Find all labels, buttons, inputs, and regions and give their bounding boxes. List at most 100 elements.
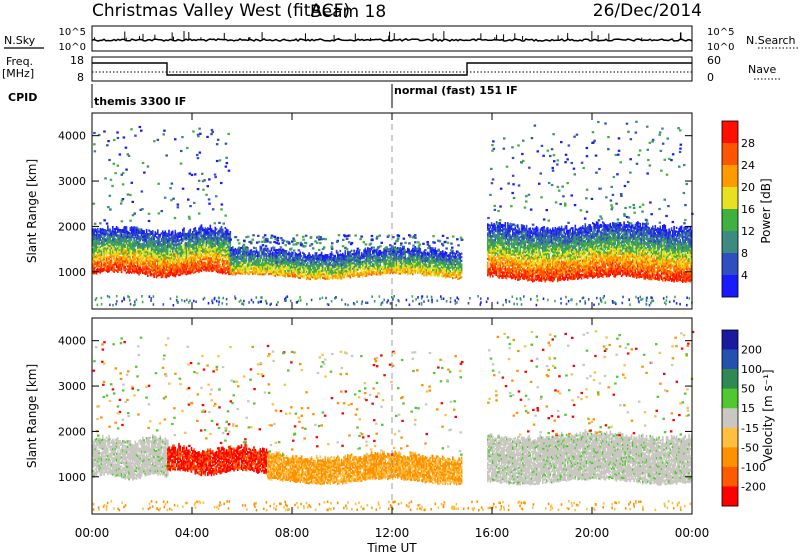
heatmap-cell [129, 220, 132, 222]
heatmap-cell [461, 256, 463, 258]
heatmap-cell [207, 185, 210, 187]
heatmap-cell [187, 199, 190, 201]
heatmap-cell [307, 262, 309, 264]
heatmap-cell [99, 222, 102, 224]
heatmap-cell [134, 213, 137, 215]
heatmap-cell [165, 230, 167, 232]
heatmap-cell [113, 163, 116, 165]
heatmap-cell [171, 183, 174, 185]
heatmap-cell [157, 139, 160, 141]
heatmap-cell [117, 165, 120, 167]
heatmap-cell [94, 150, 97, 152]
nsky-trace [92, 31, 692, 41]
freq-tick-top: 18 [70, 54, 84, 67]
heatmap-cell [110, 229, 112, 231]
heatmap-cell [261, 246, 263, 248]
heatmap-cell [142, 162, 145, 164]
heatmap-cell [122, 183, 125, 185]
heatmap-cell [124, 226, 127, 228]
heatmap-cell [197, 157, 200, 159]
heatmap-cell [300, 251, 302, 253]
freq-trace [92, 63, 692, 75]
heatmap-cell [461, 276, 463, 278]
heatmap-cell [325, 238, 328, 240]
heatmap-cell [461, 260, 463, 262]
heatmap-cell [346, 248, 349, 250]
heatmap-cell [403, 246, 405, 248]
heatmap-cell [189, 173, 192, 175]
heatmap-cell [183, 229, 185, 231]
heatmap-cell [94, 223, 97, 225]
heatmap-cell [188, 216, 191, 218]
heatmap-cell [446, 252, 448, 254]
heatmap-cell [175, 230, 177, 232]
heatmap-cell [182, 188, 185, 190]
heatmap-cell [222, 229, 224, 231]
heatmap-cell [114, 228, 117, 230]
cpid-panel: CPID themis 3300 IF normal (fast) 151 IF [8, 84, 518, 108]
heatmap-cell [196, 154, 199, 156]
heatmap-cell [321, 252, 323, 254]
heatmap-cell [216, 228, 218, 230]
heatmap-cell [262, 236, 265, 238]
heatmap-cell [143, 172, 146, 174]
heatmap-cell [195, 227, 197, 229]
heatmap-cell [107, 140, 110, 142]
heatmap-cell [271, 235, 274, 237]
heatmap-cell [337, 252, 339, 254]
heatmap-cell [163, 130, 166, 132]
nsky-tick-top: 10^5 [59, 27, 86, 38]
heatmap-cell [379, 235, 382, 237]
heatmap-cell [113, 265, 115, 267]
heatmap-cell [310, 278, 312, 280]
heatmap-cell [199, 152, 202, 154]
beam-label: Beam 18 [310, 2, 386, 22]
heatmap-cell [109, 195, 112, 197]
heatmap-cell [223, 223, 226, 225]
heatmap-cell [232, 246, 234, 248]
heatmap-cell [107, 225, 109, 227]
heatmap-cell [246, 259, 248, 261]
heatmap-cell [143, 230, 145, 232]
heatmap-cell [215, 195, 218, 197]
heatmap-cell [461, 239, 464, 241]
heatmap-cell [112, 226, 114, 228]
heatmap-cell [97, 228, 99, 230]
heatmap-cell [225, 143, 228, 145]
heatmap-cell [134, 135, 137, 137]
heatmap-cell [139, 126, 142, 128]
heatmap-cell [103, 219, 106, 221]
heatmap-cell [190, 229, 192, 231]
heatmap-cell [221, 203, 224, 205]
heatmap-cell [172, 198, 175, 200]
heatmap-cell [351, 250, 353, 252]
heatmap-cell [340, 250, 342, 252]
heatmap-cell [230, 231, 232, 233]
nsearch-tick-top: 10^5 [707, 27, 734, 38]
heatmap-cell [214, 176, 217, 178]
freq-panel: Freq. [MHz] 18 8 60 0 Nave [2, 54, 780, 84]
heatmap-cell [146, 229, 148, 231]
heatmap-cell [202, 189, 205, 191]
heatmap-cell [125, 147, 128, 149]
heatmap-cell [442, 250, 444, 252]
heatmap-cell [230, 239, 233, 241]
freq-label-line2: [MHz] [2, 67, 34, 80]
heatmap-cell [127, 193, 130, 195]
heatmap-cell [180, 163, 183, 165]
heatmap-cell [152, 230, 154, 232]
heatmap-cell [180, 150, 183, 152]
heatmap-cell [331, 251, 333, 253]
heatmap-cell [350, 276, 352, 278]
heatmap-cell [116, 131, 119, 133]
heatmap-cell [108, 159, 111, 161]
nave-tick-top: 60 [707, 54, 721, 67]
heatmap-cell [117, 137, 120, 139]
heatmap-cell [226, 162, 229, 164]
heatmap-cell [225, 166, 228, 168]
nsearch-tick-bottom: 10^0 [707, 42, 734, 53]
heatmap-cell [168, 230, 170, 232]
heatmap-cell [316, 252, 318, 254]
heatmap-cell [164, 197, 167, 199]
heatmap-cell [208, 178, 211, 180]
